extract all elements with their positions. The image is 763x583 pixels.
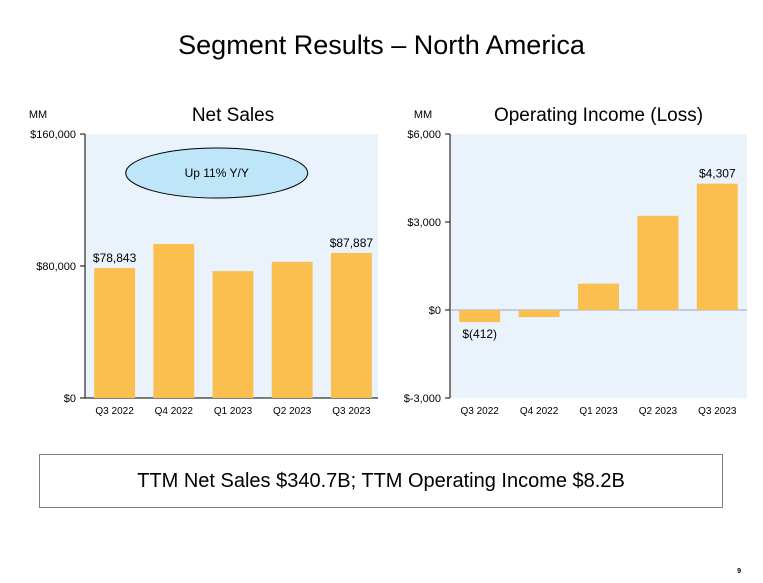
- net-sales-category-label: Q3 2023: [332, 406, 371, 417]
- operating-income-unit-label: MM: [414, 109, 432, 121]
- net-sales-title: Net Sales: [192, 105, 274, 126]
- operating-income-category-label: Q2 2023: [639, 406, 678, 417]
- net-sales-chart: Net Sales MM $0 $80,000 $160,000 Q3 2022 $78,8…: [8, 96, 378, 426]
- operating-income-bar: [518, 310, 560, 318]
- net-sales-ytick-label: $80,000: [36, 261, 76, 273]
- operating-income-data-label: $(412): [462, 327, 497, 341]
- operating-income-bar: [696, 183, 738, 310]
- operating-income-bar: [578, 283, 619, 310]
- operating-income-ytick-label: $6,000: [407, 129, 441, 141]
- operating-income-chart: Operating Income (Loss) MM $-3,000 $0 $3,000…: [385, 96, 755, 426]
- net-sales-category-label: Q3 2022: [95, 406, 134, 417]
- operating-income-data-label: $4,307: [699, 167, 736, 181]
- page-number: 9: [737, 568, 741, 575]
- net-sales-bar: [153, 244, 195, 398]
- ttm-summary-text: TTM Net Sales $340.7B; TTM Operating Inc…: [137, 469, 625, 492]
- operating-income-category-label: Q1 2023: [579, 406, 618, 417]
- net-sales-unit-label: MM: [29, 109, 47, 121]
- net-sales-category-label: Q4 2022: [155, 406, 194, 417]
- net-sales-bar: [212, 271, 254, 398]
- net-sales-category-label: Q1 2023: [214, 406, 253, 417]
- operating-income-category-label: Q3 2022: [461, 406, 500, 417]
- operating-income-ytick-label: $-3,000: [404, 393, 441, 405]
- net-sales-chart-svg: Net Sales MM $0 $80,000 $160,000 Q3 2022 $78,8…: [29, 105, 378, 417]
- net-sales-bar: [271, 261, 313, 398]
- net-sales-callout-ellipse: [125, 147, 309, 199]
- net-sales-ytick-label: $160,000: [30, 129, 76, 141]
- net-sales-callout-text: Up 11% Y/Y: [185, 166, 249, 180]
- net-sales-ytick-label: $0: [64, 393, 76, 405]
- operating-income-category-label: Q4 2022: [520, 406, 559, 417]
- operating-income-bar: [637, 215, 679, 310]
- operating-income-ytick-label: $3,000: [407, 217, 441, 229]
- ttm-summary-box: TTM Net Sales $340.7B; TTM Operating Inc…: [39, 454, 723, 508]
- net-sales-category-label: Q2 2023: [273, 406, 312, 417]
- operating-income-chart-svg: Operating Income (Loss) MM $-3,000 $0 $3,000…: [404, 105, 747, 417]
- operating-income-title: Operating Income (Loss): [494, 105, 703, 126]
- net-sales-data-label: $87,887: [330, 236, 374, 250]
- page-title: Segment Results – North America: [178, 30, 585, 60]
- operating-income-ytick-label: $0: [429, 305, 441, 317]
- net-sales-bar: [330, 252, 372, 398]
- operating-income-category-label: Q3 2023: [698, 406, 737, 417]
- operating-income-bar: [459, 310, 501, 323]
- net-sales-bar: [94, 267, 136, 398]
- net-sales-data-label: $78,843: [93, 251, 137, 265]
